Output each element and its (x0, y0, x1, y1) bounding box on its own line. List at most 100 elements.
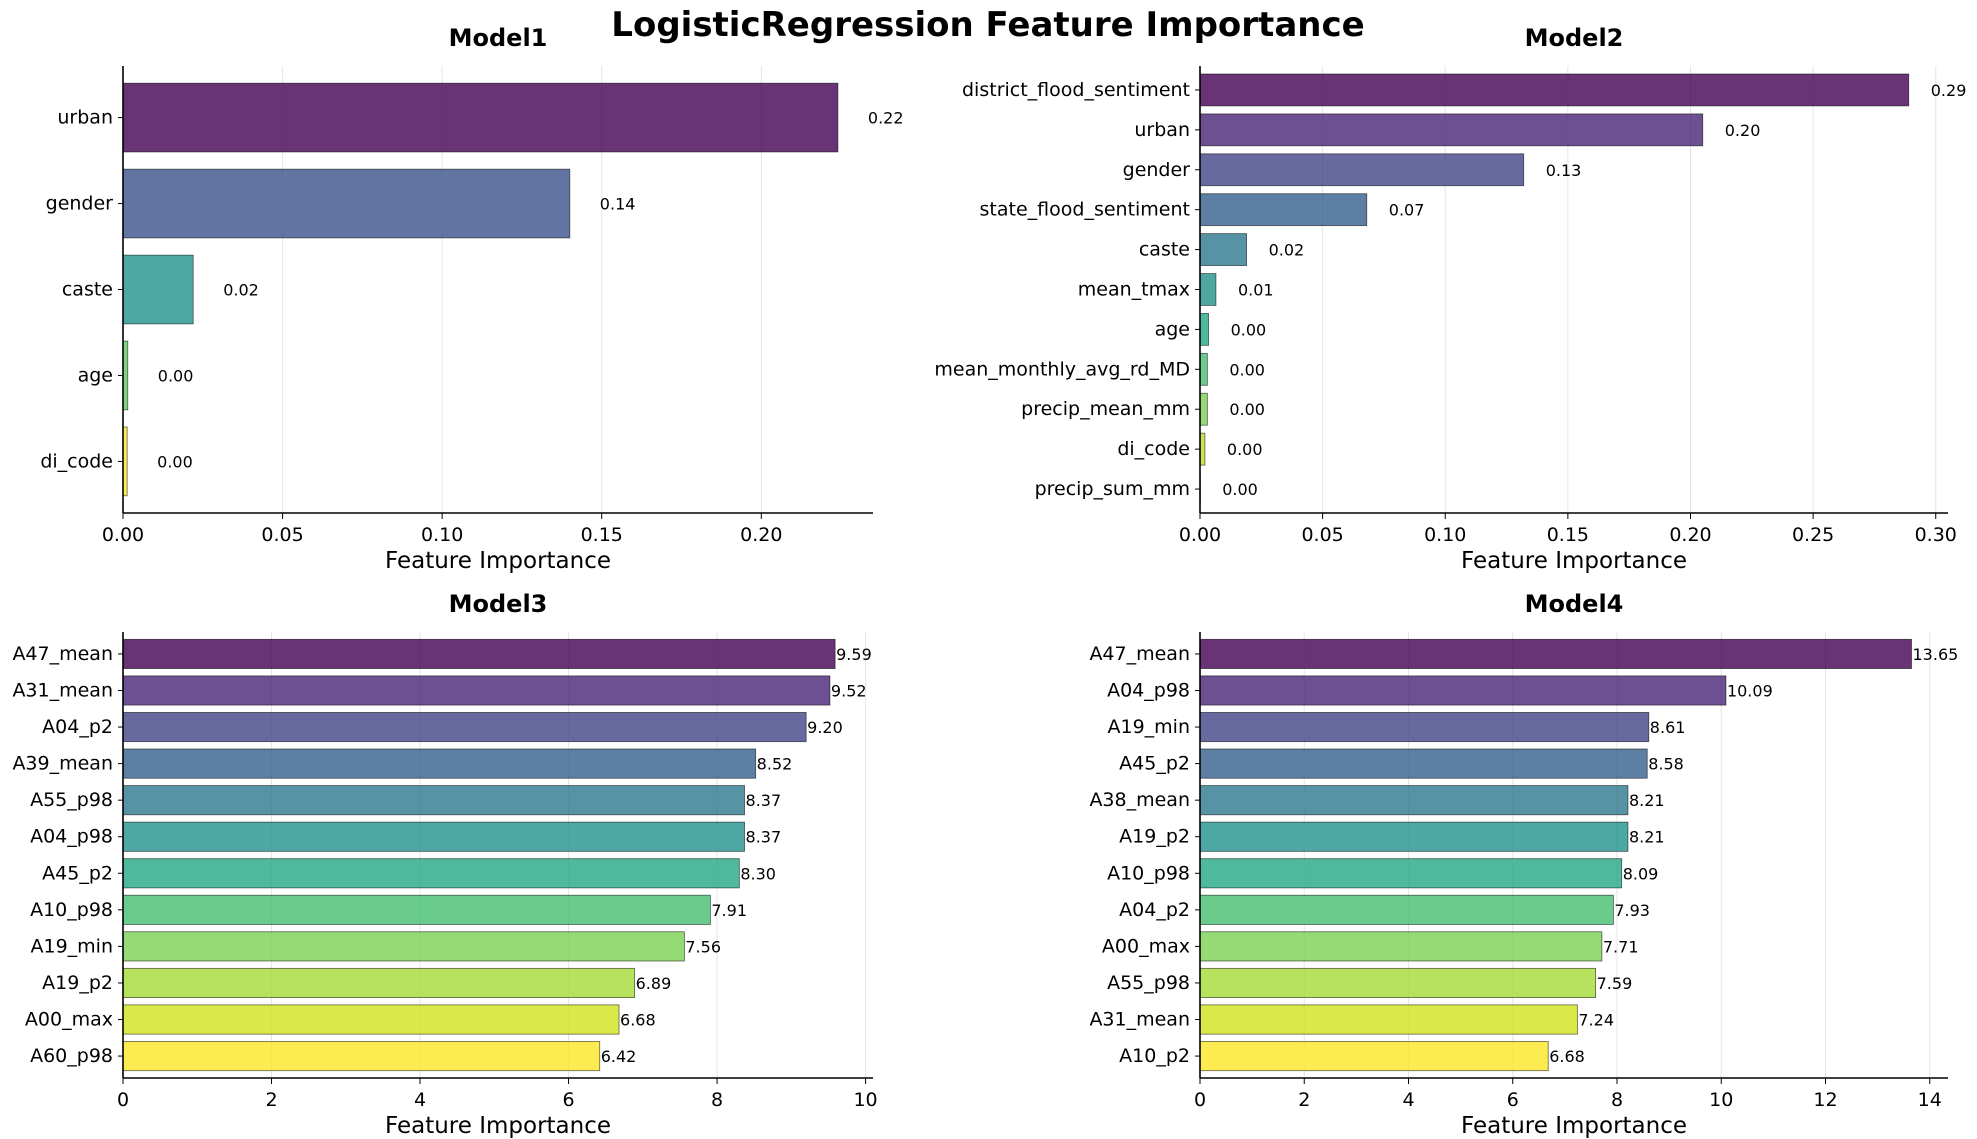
y-tick-label: A39_mean (12, 753, 113, 775)
data-label: 0.00 (1222, 480, 1258, 499)
x-tick-label: 0.15 (581, 524, 623, 546)
x-axis-label: Feature Importance (385, 548, 611, 574)
bar-A00_max (122, 1004, 620, 1035)
y-tick-label: A38_mean (1089, 789, 1190, 811)
data-label: 10.09 (1727, 681, 1773, 700)
bar-A45_p2 (1199, 748, 1648, 779)
bar-A47_mean (1199, 638, 1912, 669)
subplot-title: Model4 (1525, 590, 1624, 618)
y-tick-label: age (78, 364, 113, 386)
x-axis-label: Feature Importance (385, 1113, 611, 1139)
data-label: 8.52 (757, 755, 793, 774)
subplots: urban 0.22 gender 0.14 caste 0.02 age 0.00 di_co… (12, 24, 1966, 1139)
x-tick-label: 0.00 (102, 524, 144, 546)
y-tick-label: A47_mean (1089, 643, 1190, 665)
subplot-1: urban 0.22 gender 0.14 caste 0.02 age 0.00 di_co… (40, 24, 903, 574)
bar-gender (1199, 153, 1525, 187)
data-label: 6.89 (636, 974, 672, 993)
y-tick-label: A04_p98 (30, 826, 113, 848)
y-tick-label: precip_sum_mm (1035, 478, 1190, 500)
bar-A00_max (1199, 931, 1603, 962)
bar-caste (1199, 233, 1247, 266)
y-tick-label: A04_p2 (42, 716, 113, 738)
subplot-3: A47_mean 9.59 A31_mean 9.52 A04_p2 9.20 A39_me… (12, 590, 877, 1139)
data-label: 7.91 (711, 901, 747, 920)
y-tick-label: A10_p2 (1119, 1045, 1190, 1067)
data-label: 0.13 (1546, 161, 1582, 180)
x-tick-label: 6 (1507, 1089, 1519, 1111)
x-tick-label: 0 (117, 1089, 129, 1111)
x-tick-label: 0.05 (261, 524, 303, 546)
x-tick-label: 8 (1611, 1089, 1623, 1111)
x-tick-label: 2 (1298, 1089, 1310, 1111)
x-tick-label: 0.20 (740, 524, 782, 546)
y-tick-label: A19_p2 (42, 972, 113, 994)
y-tick-label: gender (1123, 159, 1191, 181)
x-tick-label: 4 (1402, 1089, 1414, 1111)
bar-district_flood_sentiment (1199, 73, 1910, 107)
data-label: 0.00 (1229, 400, 1265, 419)
x-tick-label: 6 (562, 1089, 574, 1111)
data-label: 0.00 (1229, 360, 1265, 379)
data-label: 0.29 (1931, 81, 1967, 100)
bar-A10_p98 (122, 894, 711, 925)
x-tick-label: 10 (1709, 1089, 1733, 1111)
y-tick-label: A60_p98 (30, 1045, 113, 1067)
bar-state_flood_sentiment (1199, 193, 1368, 227)
bar-A19_min (122, 931, 685, 962)
y-tick-label: state_flood_sentiment (980, 199, 1190, 221)
data-label: 0.20 (1725, 121, 1761, 140)
figure-title: LogisticRegression Feature Importance (611, 5, 1364, 45)
y-tick-label: A55_p98 (30, 789, 113, 811)
data-label: 0.07 (1389, 201, 1425, 220)
x-tick-label: 0.30 (1915, 524, 1957, 546)
data-label: 0.00 (1227, 440, 1263, 459)
data-label: 0.01 (1238, 281, 1274, 300)
x-axis-label: Feature Importance (1461, 548, 1687, 574)
data-label: 0.00 (157, 452, 193, 471)
x-tick-label: 0.15 (1547, 524, 1589, 546)
y-tick-label: A19_p2 (1119, 826, 1190, 848)
data-label: 0.00 (1231, 320, 1267, 339)
bar-A60_p98 (122, 1041, 601, 1072)
x-tick-label: 0.25 (1792, 524, 1834, 546)
data-label: 8.61 (1650, 718, 1686, 737)
y-tick-label: di_code (40, 450, 113, 472)
y-tick-label: caste (1139, 239, 1190, 261)
data-label: 7.93 (1614, 901, 1650, 920)
subplot-title: Model3 (449, 590, 548, 618)
bar-A19_p2 (122, 967, 636, 998)
y-tick-label: gender (46, 193, 114, 215)
bar-A10_p2 (1199, 1041, 1549, 1072)
x-tick-label: 4 (414, 1089, 426, 1111)
y-tick-label: A19_min (30, 935, 113, 957)
y-tick-label: A10_p98 (1107, 862, 1190, 884)
y-tick-label: urban (57, 107, 113, 129)
bar-mean_tmax (1199, 273, 1217, 306)
y-tick-label: A00_max (1102, 935, 1190, 957)
data-label: 8.30 (740, 864, 776, 883)
bar-caste (122, 254, 194, 325)
data-label: 0.02 (1269, 241, 1305, 260)
bar-A31_mean (1199, 1004, 1578, 1035)
bar-A31_mean (122, 675, 831, 706)
x-tick-label: 0.10 (421, 524, 463, 546)
bar-A38_mean (1199, 785, 1629, 816)
bar-A47_mean (122, 638, 836, 669)
data-label: 8.58 (1648, 755, 1684, 774)
data-label: 7.71 (1603, 937, 1639, 956)
data-label: 8.21 (1629, 791, 1665, 810)
y-tick-label: mean_tmax (1078, 279, 1190, 301)
y-tick-label: precip_mean_mm (1021, 398, 1190, 420)
y-tick-label: mean_monthly_avg_rd_MD (934, 358, 1190, 380)
bar-age (1199, 313, 1209, 346)
y-tick-label: A55_p98 (1107, 972, 1190, 994)
y-tick-label: di_code (1117, 438, 1190, 460)
data-label: 9.20 (807, 718, 843, 737)
bar-A19_p2 (1199, 821, 1629, 852)
x-tick-label: 14 (1918, 1089, 1942, 1111)
data-label: 0.02 (223, 281, 259, 300)
bar-urban (1199, 113, 1704, 147)
bar-urban (122, 82, 839, 153)
bar-A45_p2 (122, 858, 740, 889)
